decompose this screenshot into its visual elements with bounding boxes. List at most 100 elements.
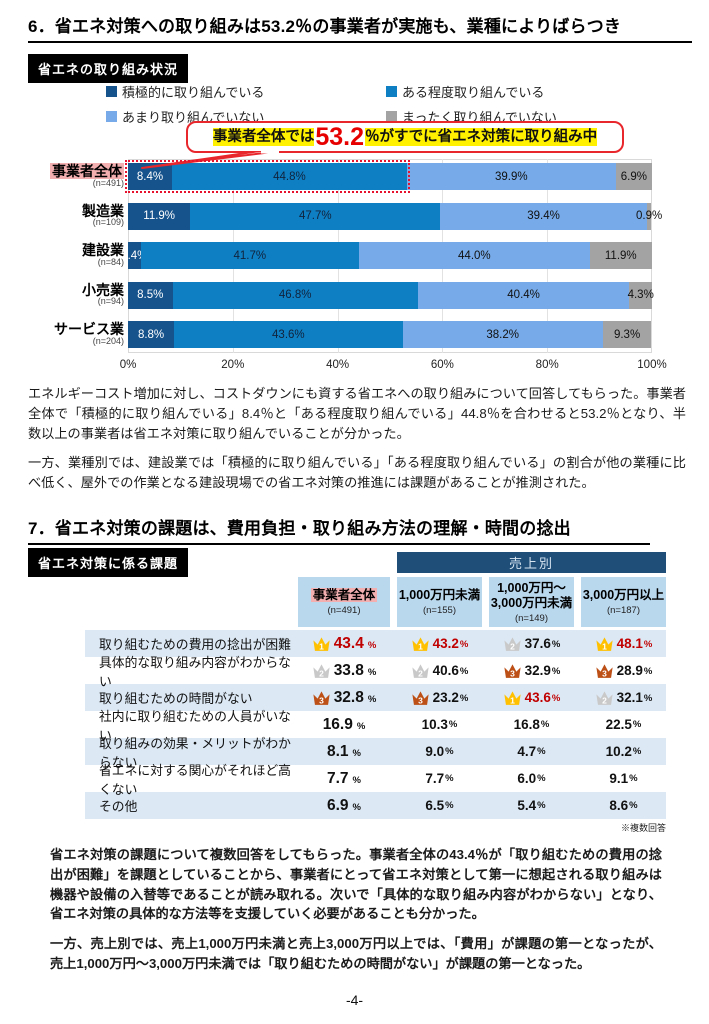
challenge-value-cell: 9.0% (397, 744, 482, 759)
column-header-text: 1,000万円～ (497, 580, 566, 595)
percent-sign: % (367, 693, 377, 705)
x-axis-tick-label: 60% (430, 359, 454, 371)
challenge-value-cell: 8.6% (581, 798, 666, 813)
callout-text-post: ％がすでに省エネ対策に取り組み中 (365, 127, 598, 147)
column-header-text: 3,000万円未満 (490, 595, 573, 610)
percent-sign: % (459, 639, 469, 650)
callout-tail-icon (141, 151, 281, 169)
category-name: 事業者全体 (28, 163, 124, 179)
percent-sign: % (352, 774, 361, 786)
x-axis-tick-label: 20% (221, 359, 245, 371)
bar-row: 2.4% 41.7% 44.0% 11.9% (121, 242, 652, 269)
stacked-bar-chart: 0% 20% 40% 60% 80% 100% 事業者全体 (n=491) 8.4% 44.8% 3… (28, 157, 688, 377)
callout-value: 53.2 (315, 122, 364, 151)
challenge-value: 43.6 (524, 690, 551, 705)
section7-paragraph-1: 省エネ対策の課題について複数回答をしてもらった。事業者全体の43.4％が「取り組… (50, 847, 662, 922)
bar-value-label: 44.0% (458, 249, 491, 262)
highlight-dotted-box (125, 160, 410, 193)
challenge-value-cell: 4.7% (489, 744, 574, 759)
challenge-value: 4.7 (517, 744, 537, 759)
svg-text:2: 2 (418, 668, 423, 678)
table-row: 具体的な取り組み内容がわからない 2 33.8% 2 40.6% 3 32.9% 3 28.9% (85, 655, 666, 689)
category-n-count: (n=491) (92, 177, 124, 188)
column-header-n-count: (n=187) (606, 605, 640, 616)
column-header-n-count: (n=149) (514, 612, 548, 624)
percent-sign: % (643, 693, 653, 704)
challenge-value-cell: 3 32.9% (489, 662, 574, 679)
category-n-count: (n=94) (97, 296, 124, 307)
bar-value-label: 41.7% (233, 249, 267, 262)
percent-sign: % (352, 801, 361, 813)
section6-title: 6．省エネ対策への取り組みは53.2％の事業者が実施も、業種によりばらつき (28, 12, 692, 43)
crown-rank-3-icon: 3 (412, 691, 429, 705)
challenge-value: 33.8 (333, 661, 364, 679)
column-header-line: 1,000万円未満 (399, 588, 480, 603)
challenge-value: 28.9 (616, 663, 643, 678)
challenge-value: 32.1 (616, 690, 643, 705)
bar-segment: 46.8% (172, 281, 418, 309)
legend-item: ある程度取り組んでいる (386, 82, 666, 101)
challenge-value: 43.4 (333, 634, 364, 652)
category-label: 建設業 (n=84) (28, 243, 124, 267)
section7-body: 省エネ対策の課題について複数回答をしてもらった。事業者全体の43.4％が「取り組… (50, 845, 662, 974)
challenge-value: 37.6 (524, 636, 551, 651)
challenge-value: 7.7 (326, 769, 349, 787)
percent-sign: % (445, 773, 454, 784)
percent-sign: % (632, 719, 642, 730)
crown-rank-3-icon: 3 (596, 664, 613, 678)
bar-segment: 47.7% (190, 202, 441, 230)
challenge-value-cell: 2 37.6% (489, 635, 574, 652)
chart-legend: 積極的に取り組んでいる ある程度取り組んでいる あまり取り組んでいない まったく取り組… (106, 82, 666, 126)
table-row: 省エネに対する関心がそれほど高くない 7.7% 7.7% 6.0% 9.1% (85, 763, 666, 797)
column-header-label: 3,000万円以上 (583, 588, 664, 603)
column-header-label: 1,000万円～ 3,000万円未満 (491, 581, 572, 611)
challenge-value-cell: 5.4% (489, 798, 574, 813)
percent-sign: % (445, 746, 454, 757)
bar-row: 8.4% 44.8% 39.9% 6.9% (128, 163, 652, 190)
percent-sign: % (551, 666, 561, 677)
challenge-value-cell: 1 43.2% (397, 635, 482, 652)
challenge-value: 23.2 (432, 690, 459, 705)
category-label: サービス業 (n=204) (28, 322, 124, 346)
svg-text:1: 1 (418, 641, 423, 651)
bar-segment: 8.8% (128, 321, 175, 348)
svg-text:1: 1 (319, 641, 324, 651)
column-header-line: 3,000万円以上 (583, 588, 664, 603)
challenge-value-cell: 6.9% (298, 797, 390, 815)
percent-sign: % (551, 693, 561, 704)
crown-rank-1-icon: 1 (596, 637, 613, 651)
challenge-value-cell: 2 40.6% (397, 662, 482, 679)
svg-text:3: 3 (510, 668, 515, 678)
challenge-label: 社内に取り組むための人員がいない (99, 708, 291, 743)
category-name-text: 小売業 (82, 281, 124, 298)
bar-segment: 0.9% (636, 202, 662, 230)
challenge-label: 具体的な取り組み内容がわからない (99, 654, 291, 689)
bar-value-label: 8.5% (137, 289, 164, 301)
legend-color-chip-icon (386, 86, 397, 97)
table-column-header: 1,000万円～ 3,000万円未満 (n=149) (489, 577, 574, 627)
bar-value-label: 38.2% (486, 328, 519, 341)
column-header-label: 1,000万円未満 (399, 588, 480, 603)
bar-value-label: 47.7% (299, 210, 332, 222)
crown-rank-3-icon: 3 (313, 691, 330, 705)
section6-paragraph-1: エネルギーコスト増加に対し、コストダウンにも資する省エネへの取り組みについて回答… (28, 386, 686, 441)
bar-segment: 39.4% (440, 202, 647, 230)
svg-text:3: 3 (602, 668, 607, 678)
section7-title: 7．省エネ対策の課題は、費用負担・取り組み方法の理解・時間の捻出 (28, 514, 650, 545)
challenge-label: 取り組むための費用の捻出が困難 (99, 637, 291, 652)
percent-sign: % (643, 639, 653, 650)
svg-text:3: 3 (319, 695, 324, 705)
challenge-label: 取り組みの効果・メリットがわからない (99, 735, 291, 770)
page-number: -4- (345, 992, 364, 1008)
bar-value-label: 11.9% (143, 210, 176, 222)
category-label: 製造業 (n=109) (28, 203, 124, 228)
bar-value-label: 8.8% (137, 328, 165, 341)
sales-band-banner: 売上別 (397, 552, 666, 573)
svg-text:2: 2 (319, 668, 324, 678)
section7-badge: 省エネ対策に係る課題 (28, 548, 189, 577)
challenge-label: 省エネに対する関心がそれほど高くない (99, 762, 291, 797)
bar-segment: 38.2% (402, 321, 603, 348)
section7-paragraph-2: 一方、売上別では、売上1,000万円未満と売上3,000万円以上では、「費用」が… (50, 936, 662, 971)
bar-segment: 40.4% (417, 281, 630, 309)
challenge-value: 5.4 (517, 798, 537, 813)
